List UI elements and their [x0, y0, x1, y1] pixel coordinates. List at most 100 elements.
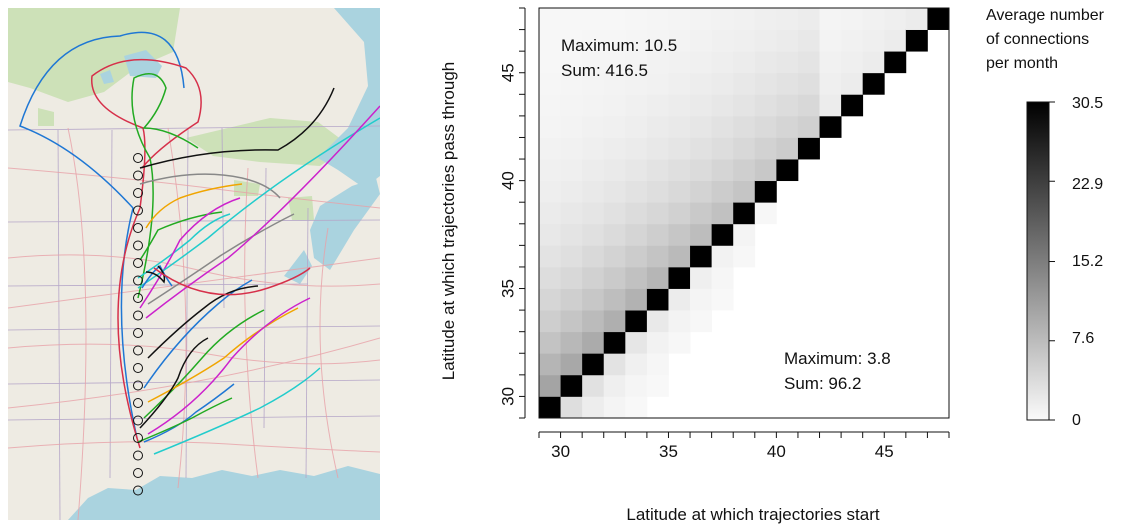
heatmap-cell — [776, 8, 799, 30]
state-boundary-6 — [8, 415, 380, 421]
colorbar-title-line-3: per month — [986, 55, 1058, 72]
heatmap-cell — [711, 159, 734, 182]
heatmap-cell — [819, 72, 842, 95]
heatmap-cell — [690, 310, 713, 333]
heatmap-cell — [539, 115, 561, 138]
heatmap-cell — [560, 202, 583, 225]
heatmap-cell — [668, 331, 691, 354]
heatmap-cell — [560, 288, 583, 311]
heatmap-cell — [733, 180, 756, 203]
heatmap-cell — [862, 51, 885, 74]
heatmap-cell — [560, 137, 583, 160]
heatmap-cell — [539, 331, 561, 354]
heatmap-cell — [646, 266, 669, 289]
trajectory-path-17 — [143, 309, 265, 419]
trajectory-path-15 — [143, 279, 253, 389]
heatmap-cell — [733, 29, 756, 52]
heatmap-cell — [539, 288, 561, 311]
colorbar-tick-7-6: 7.6 — [1072, 330, 1094, 347]
colorbar-tick-15-2: 15.2 — [1072, 253, 1103, 270]
heatmap-cell — [690, 159, 713, 182]
heatmap-cell — [646, 310, 669, 333]
heatmap-cell — [646, 353, 669, 376]
heatmap-cell — [646, 288, 669, 311]
x-axis-tick-label-45: 45 — [875, 442, 894, 461]
heatmap-cell — [862, 8, 885, 30]
heatmap-cell — [797, 8, 820, 30]
trajectory-path-21 — [153, 367, 321, 455]
colorbar-title-line-1: Average number — [986, 7, 1105, 24]
heatmap-cell — [690, 72, 713, 95]
heatmap-cell — [646, 223, 669, 246]
heatmap-cell — [625, 72, 648, 95]
trajectory-start-circle-2 — [133, 170, 143, 181]
heatmap-cell — [690, 8, 713, 30]
heatmap-cell — [625, 374, 648, 397]
heatmap-cell — [582, 180, 605, 203]
heatmap-cell — [711, 29, 734, 52]
heatmap-cell — [711, 266, 734, 289]
heatmap-cell — [668, 245, 691, 268]
trajectory-start-circle-15 — [133, 398, 143, 408]
trajectory-start-circle-6 — [133, 240, 143, 251]
trajectory-start-circle-18 — [133, 450, 143, 461]
trajectory-path-1 — [19, 31, 185, 439]
heatmap-cell — [646, 331, 669, 354]
heatmap-cell — [560, 266, 583, 289]
heatmap-cell — [539, 72, 561, 95]
water-body-4 — [124, 50, 162, 78]
trajectory-start-circle-8 — [133, 275, 143, 286]
heatmap-cell — [539, 310, 561, 333]
trajectory-start-circle-1 — [133, 153, 143, 163]
heatmap-cell — [603, 137, 626, 160]
heatmap-cell — [539, 245, 561, 268]
state-boundary-9 — [221, 127, 225, 309]
heatmap-cell — [582, 266, 605, 289]
heatmap-cell — [646, 8, 669, 30]
trajectory-start-circle-9 — [133, 293, 143, 303]
trajectory-path-10 — [147, 213, 295, 305]
trajectory-path-2 — [91, 58, 202, 449]
heatmap-cell — [539, 202, 561, 225]
state-boundary-10 — [263, 167, 267, 429]
trajectory-path-16 — [147, 285, 259, 359]
heatmap-cell — [711, 94, 734, 117]
state-boundary-12 — [109, 129, 113, 479]
trajectory-path-19 — [147, 297, 311, 435]
heatmap-cell — [560, 374, 583, 397]
upper-max-label: Maximum: 10.5 — [561, 36, 677, 55]
heatmap-cell — [625, 245, 648, 268]
heatmap-cell — [560, 353, 583, 376]
heatmap-cell — [582, 245, 605, 268]
trajectory-path-5 — [145, 183, 243, 229]
heatmap-cell — [646, 137, 669, 160]
heatmap-cell — [754, 137, 777, 160]
heatmap-cell — [819, 94, 842, 117]
heatmap-cell — [582, 331, 605, 354]
heatmap-cell — [560, 223, 583, 246]
heatmap-cell — [582, 288, 605, 311]
heatmap-cell — [560, 8, 583, 30]
heatmap-cell — [797, 115, 820, 138]
x-axis-tick-label-30: 30 — [551, 442, 570, 461]
colorbar-title-line-2: of connections — [986, 31, 1089, 48]
lower-max-label: Maximum: 3.8 — [784, 349, 891, 368]
trajectory-path-3 — [131, 73, 199, 299]
heatmap-cell — [754, 115, 777, 138]
highway-5 — [67, 127, 87, 520]
trajectory-path-12 — [145, 105, 380, 319]
trajectory-path-7 — [139, 211, 223, 261]
heatmap-cell — [819, 8, 842, 30]
heatmap-cell — [797, 94, 820, 117]
heatmap-cell — [754, 8, 777, 30]
heatmap-cell — [646, 180, 669, 203]
heatmap-cell — [668, 159, 691, 182]
trajectory-start-circle-16 — [133, 415, 143, 426]
heatmap-cell — [841, 29, 864, 52]
heatmap-cell — [711, 51, 734, 74]
heatmap-cell — [668, 94, 691, 117]
heatmap-cell — [582, 115, 605, 138]
heatmap-cell — [690, 115, 713, 138]
heatmap-cell — [690, 288, 713, 311]
heatmap-cell — [668, 137, 691, 160]
